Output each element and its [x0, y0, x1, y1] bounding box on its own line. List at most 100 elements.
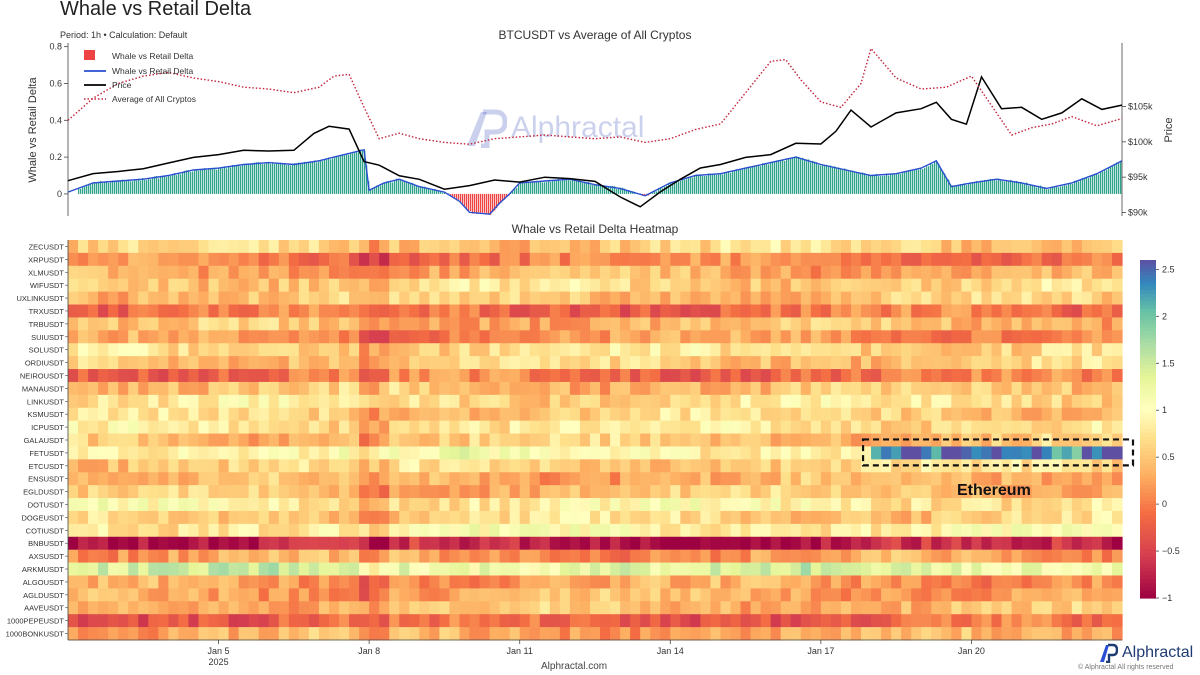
heatmap-cell — [188, 343, 200, 357]
heatmap-cell — [820, 304, 832, 318]
heatmap-cell — [278, 627, 290, 641]
heatmap-cell — [640, 356, 651, 370]
heatmap-cell — [529, 356, 541, 370]
heatmap-cell — [88, 485, 99, 499]
heatmap-cell — [399, 240, 410, 254]
heatmap-cell — [1011, 446, 1023, 460]
heatmap-cell — [921, 265, 932, 280]
colorbar-segment — [1140, 346, 1156, 351]
delta-bar — [896, 174, 898, 194]
delta-bar — [406, 182, 408, 194]
heatmap-cell — [991, 317, 1003, 331]
heatmap-cell — [971, 523, 983, 538]
heatmap-cell — [630, 381, 641, 396]
heatmap-cell — [389, 536, 400, 551]
heatmap-cell — [158, 536, 169, 551]
heatmap-cell — [208, 420, 220, 434]
delta-bar — [1096, 173, 1098, 194]
heatmap-cell — [1041, 472, 1053, 486]
heatmap-cell — [138, 601, 149, 615]
heatmap-cell — [1051, 549, 1063, 563]
heatmap-cell — [810, 588, 822, 602]
heatmap-cell — [991, 407, 1003, 422]
heatmap-cell — [539, 343, 551, 357]
delta-bar — [918, 169, 920, 194]
heatmap-cell — [670, 549, 681, 563]
delta-bar — [470, 193, 472, 212]
heatmap-cell — [700, 627, 712, 641]
heatmap-cell — [991, 252, 1003, 267]
heatmap-cell — [961, 407, 973, 422]
heatmap-cell — [1091, 317, 1103, 331]
heatmap-cell — [509, 575, 521, 589]
heatmap-cell — [911, 343, 922, 357]
heatmap-cell — [810, 394, 822, 409]
heatmap-cell — [1011, 407, 1023, 422]
heatmap-cell — [810, 420, 822, 434]
heatmap-cell — [861, 614, 872, 628]
heatmap-cell — [469, 420, 481, 434]
delta-bar — [1012, 181, 1014, 194]
heatmap-cell — [891, 562, 902, 576]
heatmap-cell — [620, 317, 631, 331]
heatmap-cell — [620, 562, 631, 576]
heatmap-cell — [328, 472, 340, 486]
heatmap-cell — [389, 562, 400, 576]
heatmap-cell — [881, 381, 892, 396]
delta-bar — [348, 154, 350, 194]
heatmap-cell — [439, 407, 451, 422]
heatmap-cell — [218, 549, 230, 563]
heatmap-cell — [589, 252, 601, 267]
heatmap-cell — [429, 394, 441, 409]
heatmap-cell — [228, 278, 240, 293]
heatmap-cell — [760, 459, 772, 473]
delta-bar — [260, 163, 262, 194]
heatmap-cell — [921, 536, 932, 551]
heatmap-cell — [369, 420, 380, 434]
heatmap-cell — [148, 420, 159, 434]
colorbar-tick-label: 0.5 — [1162, 452, 1175, 462]
delta-bar — [910, 170, 912, 194]
heatmap-cell — [128, 356, 139, 370]
heatmap-cell — [620, 549, 631, 563]
heatmap-cell — [600, 498, 611, 512]
heatmap-cell — [138, 614, 149, 628]
heatmap-cell — [911, 601, 922, 615]
heatmap-cell — [198, 549, 210, 563]
heatmap-cell — [840, 614, 852, 628]
heatmap-cell — [339, 459, 350, 473]
heatmap-cell — [640, 317, 651, 331]
delta-bar — [410, 182, 412, 194]
heatmap-cell — [820, 459, 832, 473]
delta-bar — [952, 185, 954, 194]
heatmap-cell — [1001, 510, 1013, 525]
heatmap-cell — [68, 614, 79, 628]
heatmap-cell — [579, 265, 591, 280]
heatmap-cell — [168, 304, 180, 318]
delta-bar — [888, 175, 890, 194]
heatmap-cell — [1021, 485, 1033, 499]
heatmap-cell — [138, 240, 149, 254]
heatmap-cell — [469, 381, 481, 396]
heatmap-cell — [1071, 523, 1083, 538]
delta-bar — [88, 184, 90, 194]
heatmap-cell — [529, 459, 541, 473]
heatmap-cell — [469, 433, 481, 447]
heatmap-cell — [369, 498, 380, 512]
heatmap-cell — [620, 601, 631, 615]
highlight-box — [861, 438, 1135, 467]
heatmap-cell — [349, 498, 360, 512]
colorbar-segment — [1140, 470, 1156, 475]
heatmap-cell — [840, 240, 852, 254]
heatmap-cell — [861, 304, 872, 318]
heatmap-cell — [1041, 446, 1053, 460]
heatmap-cell — [1071, 562, 1083, 576]
heatmap-cell — [529, 523, 541, 538]
heatmap-cell — [640, 485, 651, 499]
heatmap-cell — [258, 485, 270, 499]
heatmap-cell — [489, 536, 501, 551]
heatmap-cell — [469, 627, 481, 641]
heatmap-cell — [429, 343, 441, 357]
heatmap-cell — [1081, 420, 1093, 434]
heatmap-cell — [138, 304, 149, 318]
